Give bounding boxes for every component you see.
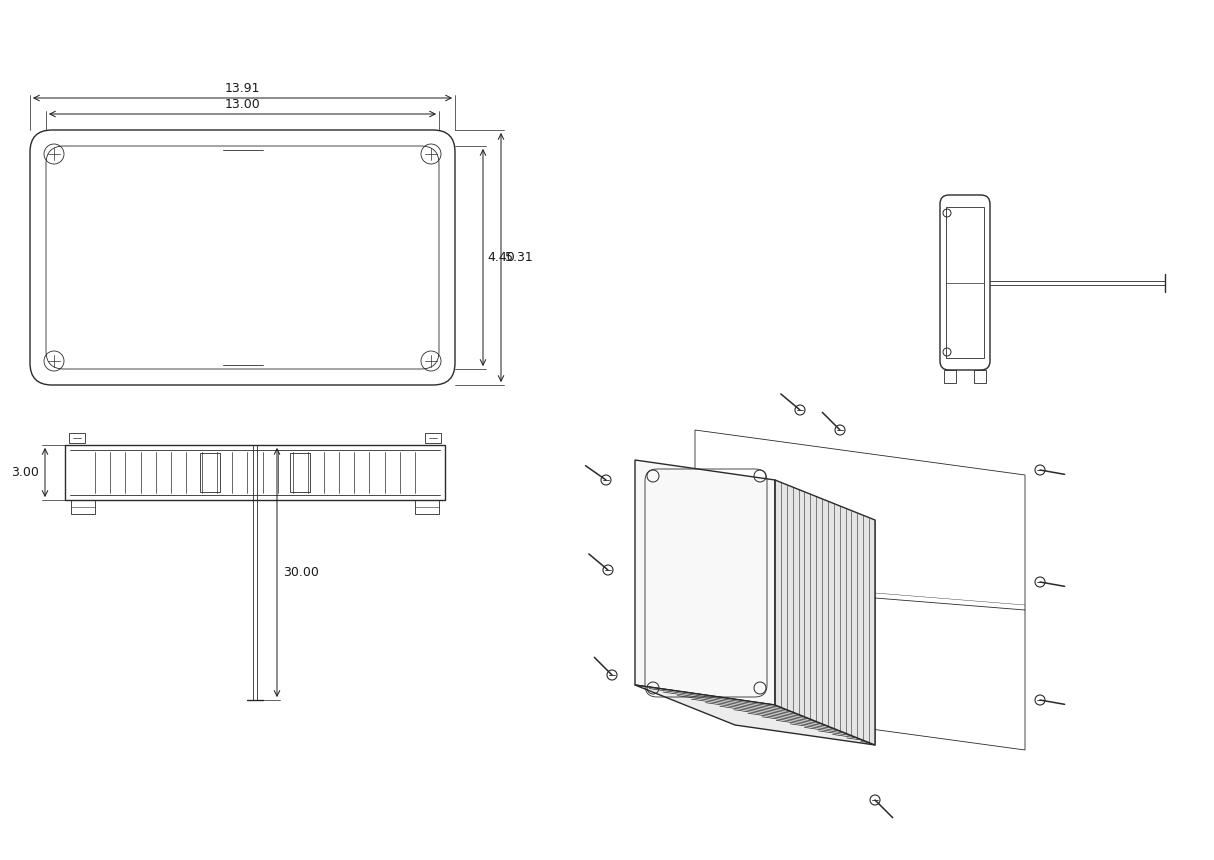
Bar xyxy=(946,207,985,358)
Polygon shape xyxy=(635,460,775,705)
Polygon shape xyxy=(694,430,1025,750)
Polygon shape xyxy=(775,480,875,745)
Text: 3.00: 3.00 xyxy=(11,466,39,479)
Text: 13.91: 13.91 xyxy=(225,82,260,95)
Text: 30.00: 30.00 xyxy=(283,566,319,579)
Bar xyxy=(290,453,310,492)
Text: 13.00: 13.00 xyxy=(225,98,260,111)
Bar xyxy=(974,370,986,383)
Bar xyxy=(200,453,220,492)
Polygon shape xyxy=(635,685,875,745)
Text: 4.40: 4.40 xyxy=(487,251,515,264)
Bar xyxy=(66,445,446,500)
Bar xyxy=(944,370,955,383)
Bar xyxy=(415,500,439,514)
Bar xyxy=(425,433,441,443)
Text: 5.31: 5.31 xyxy=(505,251,533,264)
Bar xyxy=(69,433,85,443)
Bar xyxy=(70,500,95,514)
